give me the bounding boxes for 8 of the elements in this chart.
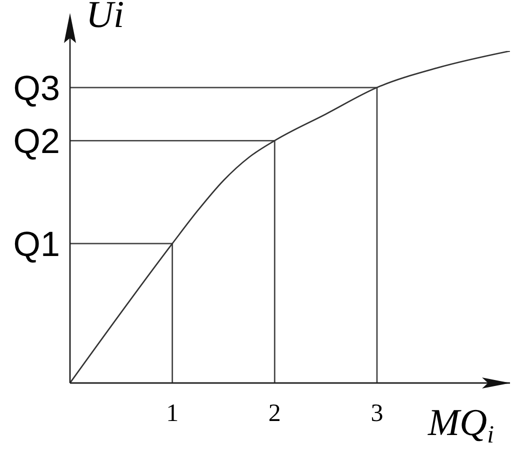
ref-line-label: Q1 [13, 224, 60, 264]
x-tick-label: 2 [268, 400, 281, 427]
x-tick-label: 1 [166, 400, 179, 427]
ref-line-label: Q3 [13, 68, 60, 108]
x-axis-title: MQ$_{i}$ [427, 402, 494, 448]
x-tick-label: 3 [370, 400, 384, 427]
y-axis-title: Ui [86, 0, 124, 36]
ref-line-label: Q2 [13, 122, 60, 162]
